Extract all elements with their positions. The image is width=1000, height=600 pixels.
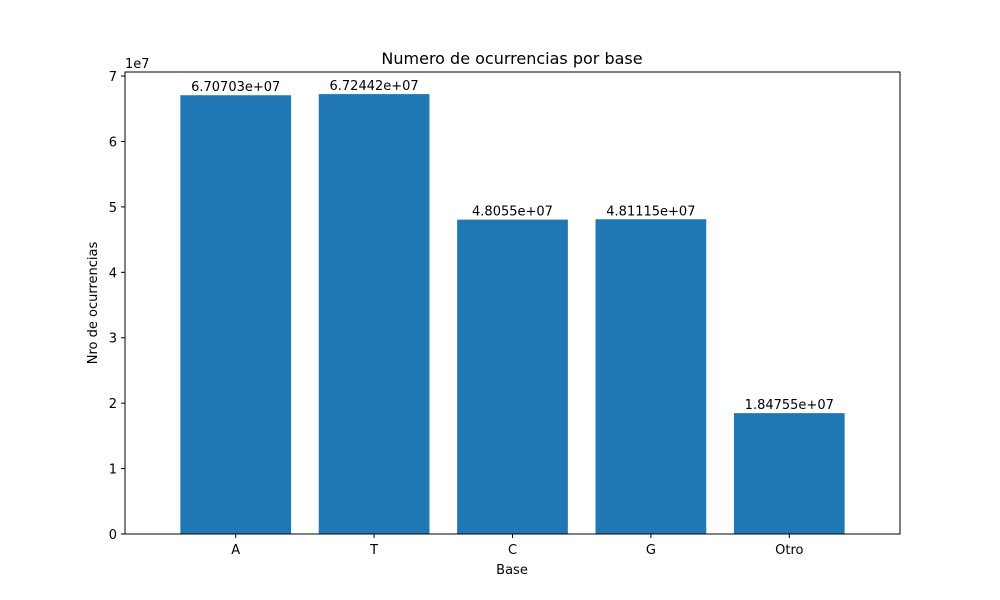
bar-t — [318, 94, 430, 535]
ticks-group: A T C G Otro 0 1 2 3 4 5 6 7 — [109, 70, 804, 558]
x-tick-label: Otro — [775, 543, 803, 558]
y-tick-label: 0 — [109, 528, 117, 543]
data-label-g: 4.81115e+07 — [606, 204, 695, 219]
data-label-t: 6.72442e+07 — [330, 79, 419, 94]
data-label-c: 4.8055e+07 — [472, 205, 553, 220]
data-label-a: 6.70703e+07 — [191, 80, 280, 95]
y-tick-label: 7 — [109, 70, 117, 85]
x-tick-label: A — [231, 543, 240, 558]
y-tick-label: 6 — [109, 135, 117, 150]
y-axis-label: Nro de ocurrencias — [86, 242, 101, 365]
plot-frame — [124, 71, 901, 535]
bar-otro — [733, 413, 845, 534]
x-tick-label: T — [369, 543, 378, 558]
y-tick-label: 5 — [109, 201, 117, 216]
x-axis-label: Base — [496, 563, 528, 578]
y-tick-label: 3 — [109, 332, 117, 347]
bar-c — [457, 219, 568, 534]
bar-a — [180, 95, 292, 534]
bar-g — [595, 219, 707, 534]
bars-group: 6.70703e+07 6.72442e+07 4.8055e+07 4.81115e… — [180, 79, 845, 535]
data-label-otro: 1.84755e+07 — [745, 398, 834, 413]
x-tick-label: C — [508, 543, 517, 558]
x-tick-label: G — [646, 543, 656, 558]
chart-title: Numero de ocurrencias por base — [381, 49, 642, 68]
y-tick-label: 4 — [109, 266, 117, 281]
y-tick-label: 1 — [109, 463, 117, 478]
y-offset-label: 1e7 — [125, 57, 150, 72]
y-tick-label: 2 — [109, 397, 117, 412]
